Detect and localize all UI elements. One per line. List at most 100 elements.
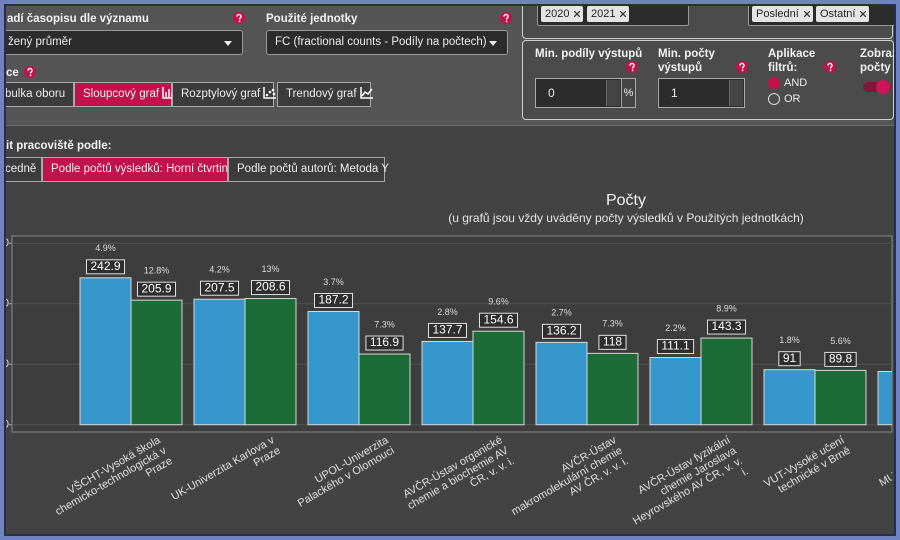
- percent-label: 2.2%: [665, 323, 686, 333]
- help-icon[interactable]: [736, 61, 748, 73]
- sort-button[interactable]: cedně: [0, 157, 42, 182]
- percent-label: 12.8%: [144, 266, 170, 276]
- year-field[interactable]: 2020 2021: [537, 2, 689, 26]
- view-button[interactable]: bulka oboru: [0, 82, 74, 107]
- tag: 2020: [541, 6, 584, 22]
- bar: [307, 310, 360, 426]
- bar: [814, 369, 867, 426]
- y-tick-label: 0: [3, 419, 9, 431]
- tag: Ostatní: [816, 6, 870, 22]
- radio-text: OR: [784, 93, 801, 105]
- toggle[interactable]: [863, 80, 891, 94]
- input-value: 0: [548, 86, 555, 100]
- input-value: 1: [671, 86, 678, 100]
- value-label-box: [656, 339, 695, 355]
- units-select[interactable]: FC (fractional counts - Podíly na počtec…: [266, 30, 508, 55]
- x-tick-label: AVČR-Ústavmakromolekulární chemieAV ČR, …: [503, 433, 631, 528]
- bar: [472, 330, 525, 426]
- remove-icon[interactable]: [803, 11, 810, 17]
- percent-label: 7.3%: [602, 319, 623, 329]
- x-tick-label: UK-Univerzita Karlova vPraze: [169, 434, 283, 513]
- radio-text: AND: [784, 77, 808, 89]
- value-label: 154.6: [483, 312, 513, 326]
- percent-label: 2.7%: [551, 308, 572, 318]
- button-text: Podle počtů autorů: Metoda Y: [237, 163, 389, 175]
- filter-area: adí časopisu dle významu žený průměr Pou…: [0, 0, 900, 126]
- bar: [79, 277, 132, 426]
- bar: [877, 371, 892, 426]
- help-icon[interactable]: [500, 12, 512, 24]
- view-button[interactable]: Trendový graf: [277, 82, 373, 107]
- bar: [244, 298, 297, 426]
- remove-icon[interactable]: [620, 11, 627, 17]
- percent-label: 13%: [261, 264, 279, 274]
- tag-text: Ostatní: [820, 8, 856, 20]
- chart-subtitle: (u grafů jsou vždy uváděny počty výsledk…: [448, 211, 804, 225]
- x-tick-label: AVČR-Ústav fyzikálníchemie JaroslavaHeyr…: [619, 433, 752, 538]
- percent-label: 2.8%: [437, 307, 458, 317]
- percent-label: 8.9%: [716, 303, 737, 313]
- view-button[interactable]: Rozptylový graf: [172, 82, 277, 107]
- percent-label: 4.9%: [95, 243, 116, 253]
- bar: [586, 352, 639, 426]
- x-tick-label: AVČR-Ústav organickéchemie a biochemie A…: [399, 433, 517, 522]
- value-label: 91: [783, 351, 797, 365]
- value-label-box: [85, 259, 126, 275]
- type-field[interactable]: Poslední Ostatní: [748, 2, 895, 26]
- help-icon[interactable]: [824, 61, 836, 73]
- value-label: 242.9: [90, 259, 120, 273]
- sort-button[interactable]: Podle počtů autorů: Metoda Y: [228, 157, 389, 182]
- button-text: bulka oboru: [5, 88, 66, 100]
- bar: [700, 337, 753, 426]
- value-label: 136.2: [546, 324, 576, 338]
- value-label-box: [136, 281, 177, 297]
- min-share-input[interactable]: 0: [535, 78, 622, 108]
- sort-button[interactable]: Podle počtů výsledků: Horní čtvrtina: [42, 157, 234, 182]
- chart: Počty (u grafů jsou vždy uváděny počty v…: [0, 192, 893, 538]
- value-label-box: [598, 334, 627, 350]
- x-tick-group: UK-Univerzita Karlova vPraze: [169, 434, 283, 513]
- tag-text: Poslední: [756, 8, 799, 20]
- help-icon[interactable]: [626, 61, 638, 73]
- help-icon[interactable]: [233, 12, 245, 24]
- tag-text: 2020: [545, 8, 570, 20]
- remove-icon[interactable]: [574, 11, 581, 17]
- button-text: Podle počtů výsledků: Horní čtvrtina: [51, 163, 235, 175]
- view-button[interactable]: Sloupcový graf: [74, 82, 176, 107]
- apply-label: Aplikace filtrů:: [768, 48, 816, 74]
- value-label: 118: [603, 335, 622, 349]
- value-label-box: [250, 280, 291, 296]
- button-text: cedně: [5, 163, 37, 175]
- percent-label: 4.2%: [209, 265, 230, 275]
- percent-label: 7.3%: [374, 319, 395, 329]
- bar-icon: [162, 87, 176, 99]
- min-share-label: Min. podíly výstupů: [535, 48, 643, 60]
- remove-icon[interactable]: [860, 11, 867, 17]
- x-tick-group: VŠCHT-Vysoká školachemicko-technologická…: [47, 433, 175, 528]
- weight-select[interactable]: žený průměr: [0, 30, 243, 55]
- year-panel: 2020 2021 Poslední Ostatní: [522, 0, 895, 39]
- bar: [649, 357, 702, 426]
- min-count-input[interactable]: 1: [658, 78, 745, 108]
- help-icon[interactable]: [24, 66, 36, 78]
- value-label: 143.3: [711, 319, 741, 333]
- x-tick-group: UPOL-UniverzitaPalackého v Olomouci: [296, 434, 397, 510]
- percent-label: 9.6%: [488, 297, 509, 307]
- bar: [193, 298, 246, 426]
- x-tick-group: AVČR-Ústavmakromolekulární chemieAV ČR, …: [503, 433, 631, 528]
- x-tick-group: MU-Masarykova u: [877, 434, 892, 489]
- weight-value: žený průměr: [8, 36, 72, 48]
- x-tick-label: VŠCHT-Vysoká školachemicko-technologická…: [47, 433, 175, 528]
- x-tick-group: AVČR-Ústav fyzikálníchemie JaroslavaHeyr…: [619, 433, 752, 538]
- radio-and[interactable]: AND: [768, 77, 807, 89]
- y-tick-label: 300: [0, 237, 9, 249]
- unit: %: [621, 78, 636, 108]
- bar: [358, 353, 411, 426]
- value-label-box: [365, 335, 404, 351]
- value-label: 137.7: [432, 323, 462, 337]
- percent-label: 3.7%: [323, 277, 344, 287]
- radio-or[interactable]: OR: [768, 93, 801, 105]
- y-tick-label: 200: [0, 298, 9, 310]
- value-label-box: [706, 319, 747, 335]
